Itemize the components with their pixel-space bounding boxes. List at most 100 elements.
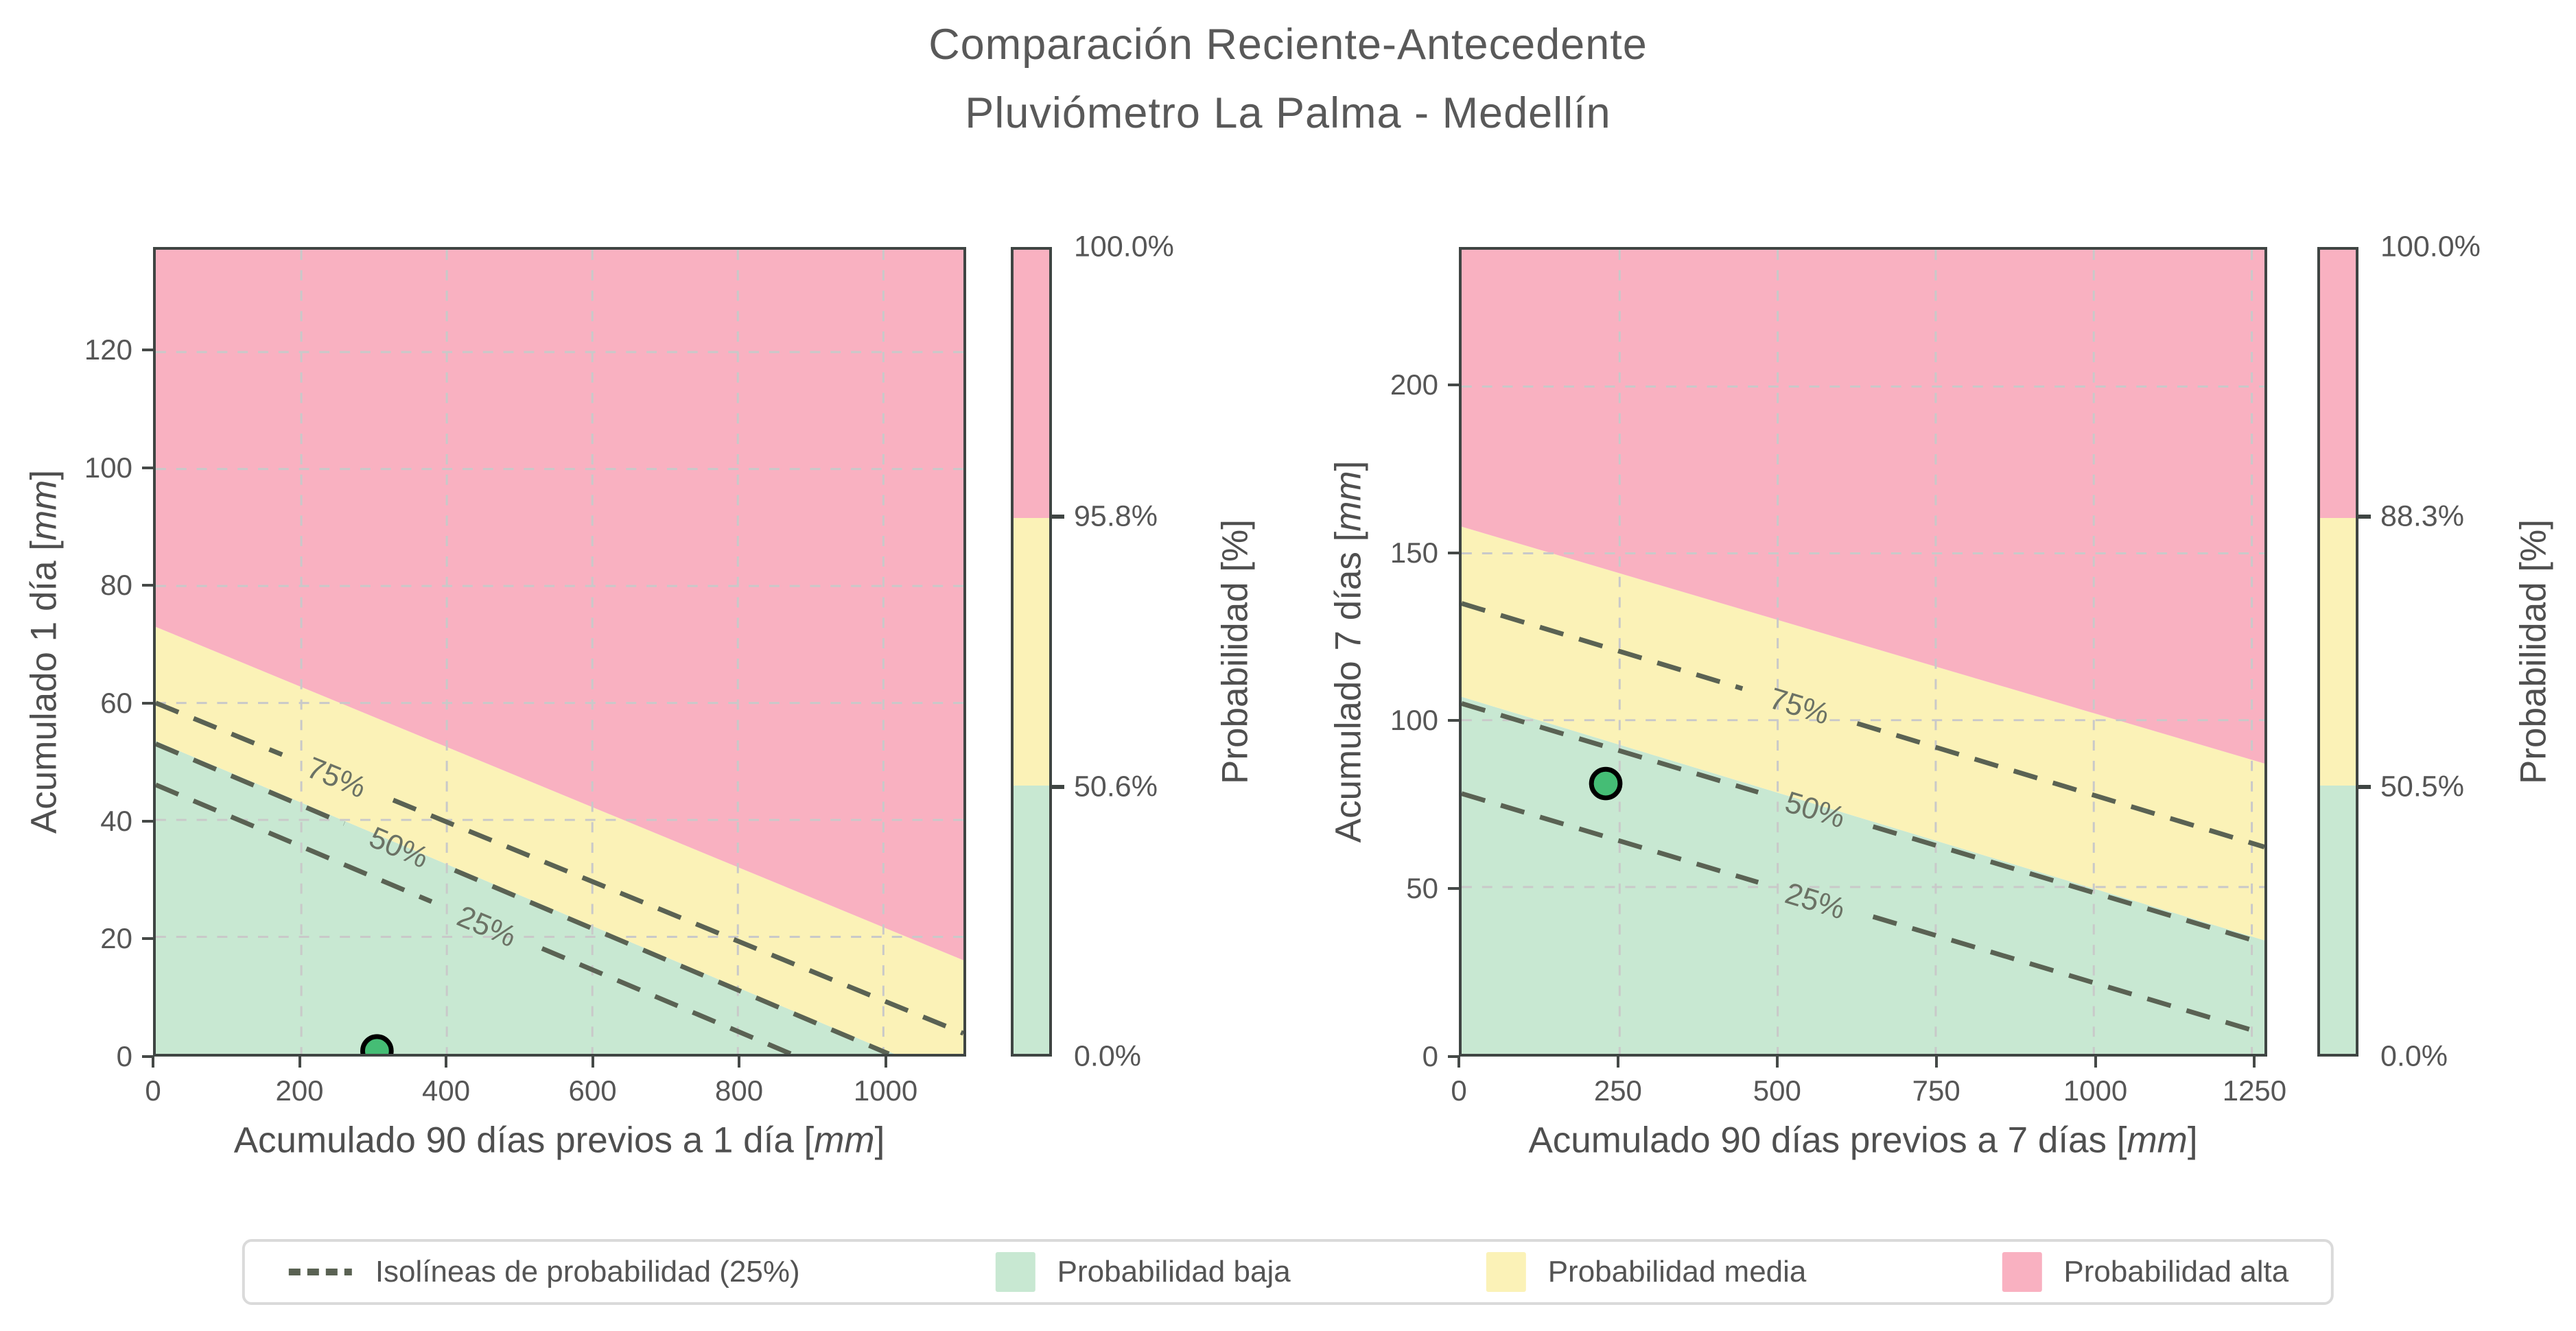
x-tick: [1457, 1057, 1460, 1068]
y-tick: [142, 1055, 153, 1058]
x-tick: [445, 1057, 448, 1068]
y-tick-label: 40: [100, 804, 132, 837]
zone-high: [1462, 250, 2264, 764]
figure-title-line2: Pluviómetro La Palma - Medellín: [965, 89, 1611, 137]
legend-color-swatch: [1486, 1252, 1526, 1292]
legend-color-swatch: [2002, 1252, 2042, 1292]
figure-title-line1: Comparación Reciente-Antecedente: [928, 21, 1648, 69]
legend-dashed-line-swatch: [288, 1269, 352, 1275]
y-axis-label-right-unit: mm: [1328, 471, 1369, 532]
isoline-segment: [1872, 824, 2264, 946]
zone-mid: [156, 626, 963, 1054]
x-tick-label: 250: [1593, 1074, 1642, 1107]
x-tick: [152, 1057, 154, 1068]
y-tick-label: 200: [1390, 368, 1438, 401]
colorbar-tick-label: 0.0%: [1074, 1039, 1142, 1073]
colorbar-segment-high: [2320, 250, 2356, 518]
colorbar-title-left: Probabilidad [%]: [1215, 519, 1256, 784]
x-tick-label: 500: [1753, 1074, 1801, 1107]
x-tick-label: 0: [1451, 1074, 1467, 1107]
y-axis-label-left-text: Acumulado 1 día [: [23, 540, 65, 834]
x-tick-label: 1000: [2063, 1074, 2128, 1107]
y-tick: [142, 702, 153, 705]
plot-svg: [1459, 247, 2267, 1057]
x-tick: [738, 1057, 741, 1068]
x-axis-label-right: Acumulado 90 días previos a 7 días [mm]: [1528, 1120, 2197, 1162]
x-tick-label: 0: [145, 1074, 161, 1107]
y-axis-label-right: Acumulado 7 días [mm]: [1328, 461, 1370, 843]
legend-item-label: Probabilidad alta: [2063, 1255, 2289, 1288]
isoline-segment: [1856, 721, 2264, 849]
legend-item: Probabilidad media: [1486, 1252, 1807, 1292]
x-axis-label-left-close: ]: [874, 1120, 885, 1161]
y-tick: [142, 466, 153, 469]
x-tick: [591, 1057, 594, 1068]
y-tick-label: 80: [100, 569, 132, 602]
legend-item-label: Probabilidad baja: [1057, 1255, 1291, 1288]
data-point: [1589, 766, 1623, 801]
y-tick: [1448, 551, 1459, 554]
y-tick: [142, 584, 153, 587]
legend-item: Probabilidad baja: [995, 1252, 1291, 1292]
x-tick-label: 1000: [853, 1074, 918, 1107]
isoline-segment: [1872, 914, 2264, 1037]
colorbar-tick-label: 100.0%: [1074, 230, 1174, 263]
isoline-segment: [156, 742, 346, 826]
zone-low: [1462, 696, 2264, 1054]
colorbar-tick-label: 50.5%: [2380, 770, 2464, 803]
x-tick: [2094, 1057, 2097, 1068]
colorbar-7-days: [2317, 247, 2358, 1057]
legend-item: Probabilidad alta: [2002, 1252, 2288, 1292]
legend-item: Isolíneas de probabilidad (25%): [288, 1255, 800, 1289]
x-tick-label: 400: [421, 1074, 471, 1107]
legend-item-label: Probabilidad media: [1547, 1255, 1807, 1288]
colorbar-tick-label: 50.6%: [1074, 770, 1158, 803]
y-tick: [1448, 719, 1459, 722]
figure-title: Comparación Reciente-Antecedente Pluvióm…: [0, 11, 2576, 148]
colorbar-tick: [1051, 515, 1064, 519]
x-tick: [298, 1057, 301, 1068]
isoline-segment: [156, 782, 433, 904]
isoline-segment: [1462, 791, 1759, 885]
colorbar-tick-label: 95.8%: [1074, 499, 1158, 533]
y-tick: [142, 937, 153, 941]
x-axis-label-right-text: Acumulado 90 días previos a 7 días [: [1528, 1120, 2127, 1161]
isoline-segment: [541, 946, 792, 1054]
colorbar-segment-high: [1014, 250, 1049, 518]
y-tick-label: 100: [84, 451, 132, 484]
x-tick-label: 800: [715, 1074, 764, 1107]
x-tick-label: 600: [568, 1074, 617, 1107]
x-tick-label: 200: [275, 1074, 324, 1107]
colorbar-tick-label: 88.3%: [2380, 499, 2464, 533]
colorbar-title-right: Probabilidad [%]: [2513, 519, 2554, 784]
x-axis-label-left: Acumulado 90 días previos a 1 día [mm]: [234, 1120, 885, 1162]
y-axis-label-left-unit: mm: [23, 480, 65, 541]
y-tick: [1448, 383, 1459, 386]
colorbar-tick-label: 0.0%: [2380, 1039, 2448, 1073]
y-tick-label: 0: [1422, 1040, 1438, 1072]
y-tick: [1448, 887, 1459, 891]
y-tick-label: 20: [100, 922, 132, 955]
isoline-segment: [1462, 701, 1759, 795]
x-axis-label-right-close: ]: [2187, 1120, 2198, 1161]
x-tick: [1775, 1057, 1779, 1068]
colorbar-segment-low: [2320, 786, 2356, 1055]
x-tick: [2253, 1057, 2256, 1068]
x-tick-label: 1250: [2222, 1074, 2287, 1107]
y-tick-label: 60: [100, 687, 132, 720]
colorbar-segment-low: [1014, 786, 1049, 1055]
y-tick-label: 0: [116, 1040, 132, 1072]
x-tick-label: 750: [1912, 1074, 1960, 1107]
y-axis-label-right-text: Acumulado 7 días [: [1328, 531, 1369, 843]
x-axis-label-left-unit: mm: [814, 1120, 875, 1161]
y-tick: [1448, 1055, 1459, 1058]
colorbar-tick: [2357, 515, 2371, 519]
legend: Isolíneas de probabilidad (25%) Probabili…: [242, 1239, 2334, 1305]
isoline-segment: [156, 700, 283, 757]
zone-high: [156, 250, 963, 961]
legend-color-swatch: [995, 1252, 1035, 1292]
y-tick-label: 150: [1390, 536, 1438, 569]
plot-svg: [153, 247, 966, 1057]
y-tick: [142, 819, 153, 823]
